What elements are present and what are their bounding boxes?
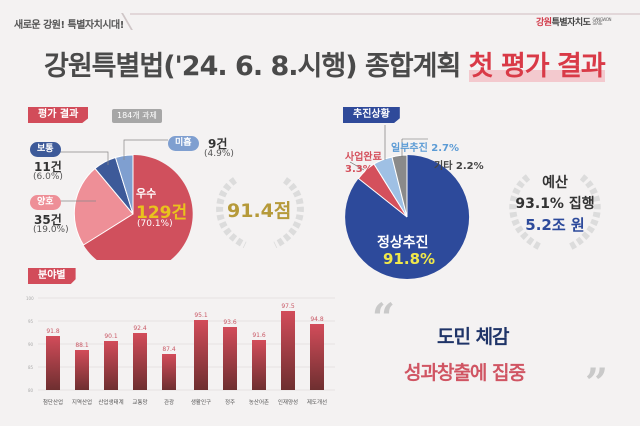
good-count: 35건 <box>34 213 62 227</box>
page-title: 강원특별법('24. 6. 8.시행) 종합계획 첫 평가 결과 <box>44 44 606 83</box>
budget-amount: 5.2조 원 <box>525 216 585 234</box>
field-tag: 분야별 <box>28 268 76 284</box>
partial-value: 2.7% <box>431 143 460 154</box>
svg-text:90: 90 <box>28 342 34 347</box>
title-highlight: 첫 평가 결과 <box>468 51 606 82</box>
budget-rate: 93.1% 집행 <box>515 196 595 212</box>
slogan-line1: 도민 체감 <box>437 326 510 348</box>
svg-text:91.6: 91.6 <box>252 332 266 339</box>
svg-text:생활인구: 생활인구 <box>191 398 211 406</box>
svg-text:87.4: 87.4 <box>162 346 176 353</box>
excellent-pct: (70.1%) <box>137 219 173 229</box>
svg-text:92.4: 92.4 <box>133 325 147 332</box>
open-quote-icon: “ <box>372 295 396 342</box>
svg-text:교통망: 교통망 <box>132 399 147 406</box>
normal-pct: (6.0%) <box>33 172 63 182</box>
excellent-count: 129건 <box>136 203 188 223</box>
svg-text:95.1: 95.1 <box>194 312 208 319</box>
slice-excellent <box>83 154 193 260</box>
normal-progress-value: 91.8% <box>383 250 436 268</box>
svg-text:정주: 정주 <box>225 399 235 406</box>
svg-text:지역산업: 지역산업 <box>72 398 92 406</box>
normal-progress-label: 정상추진 <box>377 235 429 251</box>
partial-label: 일부추진 2.7% <box>391 139 459 154</box>
label-normal-pill: 보통 <box>30 142 61 157</box>
svg-text:인재양성: 인재양성 <box>278 398 298 406</box>
normal-count: 11건 <box>34 160 62 174</box>
svg-text:90.1: 90.1 <box>104 333 118 340</box>
completed-name: 사업완료 <box>345 152 382 163</box>
label-poor-pill: 미흡 <box>168 136 199 151</box>
good-pct: (19.0%) <box>33 225 69 235</box>
other-label: 기타 2.2% <box>434 157 484 172</box>
svg-text:94.8: 94.8 <box>310 316 324 323</box>
poor-pct: (4.9%) <box>204 149 234 159</box>
svg-text:관광: 관광 <box>164 398 174 406</box>
title-main: 강원특별법('24. 6. 8.시행) 종합계획 <box>44 51 469 82</box>
svg-text:95: 95 <box>28 319 34 324</box>
svg-text:100: 100 <box>26 296 34 301</box>
svg-text:88.1: 88.1 <box>75 342 89 349</box>
svg-text:농산어촌: 농산어촌 <box>249 398 269 406</box>
slice-good <box>73 167 134 246</box>
slice-other <box>391 154 408 218</box>
svg-text:첨단산업: 첨단산업 <box>43 398 63 406</box>
svg-text:93.6: 93.6 <box>223 319 237 326</box>
svg-text:제도개선: 제도개선 <box>307 398 327 406</box>
svg-text:산업생태계: 산업생태계 <box>98 398 123 406</box>
logo-red: 강원 <box>536 18 552 28</box>
completed-label: 사업완료 3.3% <box>345 152 382 176</box>
other-name: 기타 <box>434 161 453 172</box>
field-bar-chart: 100 95 90 85 80 91.8 88.1 90.1 92.4 87.4 95.1 93.… <box>26 296 335 406</box>
gangwon-logo: 강원특별자치도 GANGWON STATE <box>536 15 611 28</box>
evaluation-score: 91.4점 <box>227 200 292 222</box>
logo-sub1: GANGWON <box>592 16 611 22</box>
total-tasks-badge: 184개 과제 <box>112 109 162 123</box>
svg-text:80: 80 <box>28 388 34 393</box>
evaluation-tag: 평가 결과 <box>28 107 89 123</box>
logo-sub2: STATE <box>592 20 603 26</box>
svg-text:97.5: 97.5 <box>281 303 295 310</box>
header-divider <box>130 13 640 15</box>
label-good-pill: 양호 <box>30 195 61 210</box>
other-value: 2.2% <box>455 161 484 172</box>
svg-text:85: 85 <box>28 365 34 370</box>
budget-title: 예산 <box>542 175 568 191</box>
slogan-line2: 성과창출에 집중 <box>404 362 526 384</box>
close-quote-icon: ” <box>585 360 609 407</box>
evaluation-pie-chart <box>60 139 193 260</box>
progress-pie-chart <box>345 125 470 279</box>
partial-name: 일부추진 <box>391 143 428 154</box>
slogan: 새로운 강원! 특별자치시대! <box>14 20 124 31</box>
progress-tag: 추진상황 <box>343 107 400 123</box>
svg-text:91.8: 91.8 <box>46 328 60 335</box>
budget-laurel-icon <box>509 174 601 251</box>
excellent-label: 우수 <box>136 187 157 200</box>
poor-count: 9건 <box>208 137 228 151</box>
logo-text: 특별자치도 <box>551 18 591 28</box>
completed-value: 3.3% <box>345 164 373 175</box>
